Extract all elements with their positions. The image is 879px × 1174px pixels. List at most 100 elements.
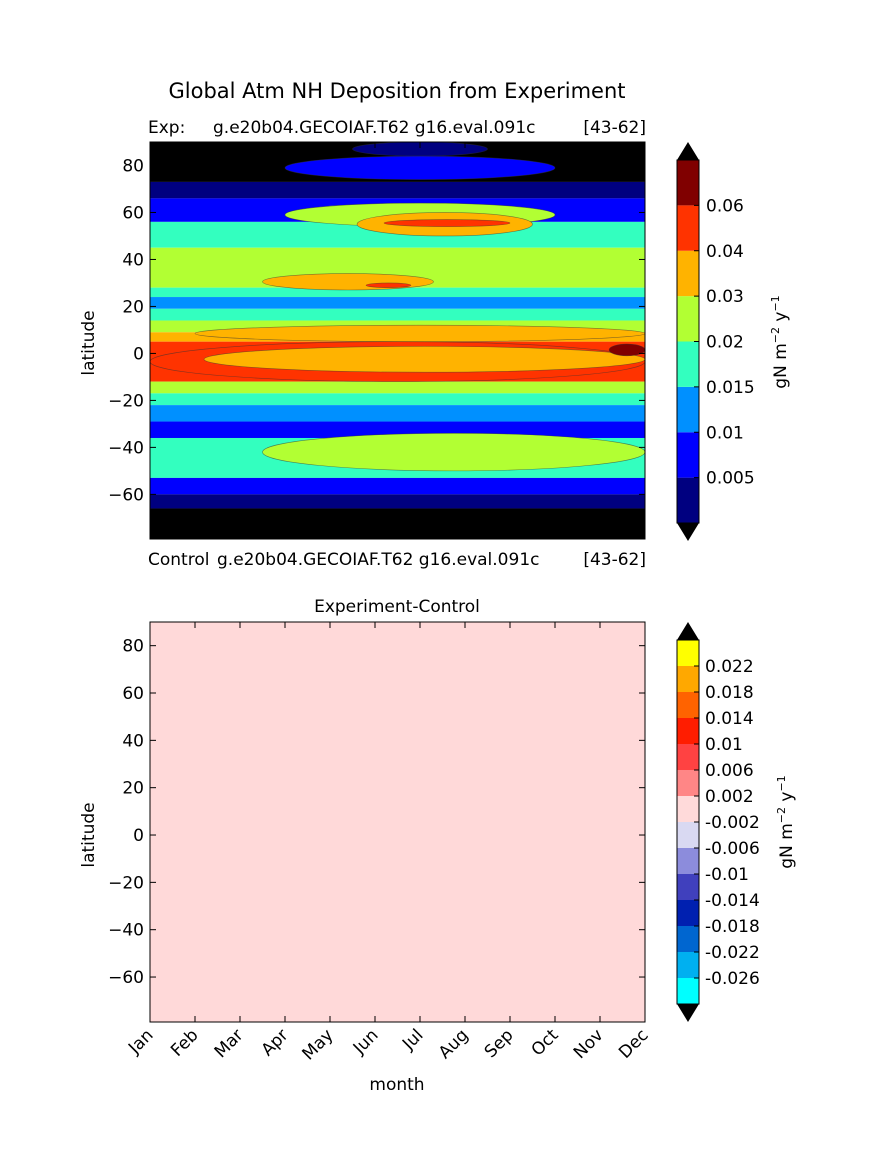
x-tick-label: Sep bbox=[481, 1025, 518, 1062]
colorbar-tick-label: 0.022 bbox=[705, 657, 754, 677]
colorbar-swatch bbox=[677, 874, 699, 900]
colorbar-swatch bbox=[677, 205, 699, 251]
colorbar-swatch bbox=[677, 926, 699, 952]
top-x-axis bbox=[149, 142, 646, 539]
colorbar-tick-label: 0.01 bbox=[706, 423, 744, 443]
x-tick-label: Apr bbox=[258, 1025, 293, 1060]
y-tick-label: 80 bbox=[122, 637, 144, 657]
bottom-colorbar-label: gN m−2 y−1 bbox=[775, 775, 797, 868]
contour-feature bbox=[262, 432, 645, 472]
contour-band bbox=[150, 297, 645, 309]
top-colorbar: 0.005 0.01 0.015 0.02 0.03 0.04 0.06 bbox=[676, 142, 755, 541]
colorbar-swatch bbox=[677, 386, 699, 433]
bottom-y-axis-label: latitude bbox=[79, 802, 99, 867]
bottom-y-axis: 80 60 40 20 0 −20 −40 −60 bbox=[108, 637, 645, 988]
contour-band bbox=[150, 381, 645, 394]
colorbar-tick-label: -0.006 bbox=[705, 839, 760, 859]
contour-band bbox=[150, 181, 645, 199]
colorbar-extend-high bbox=[677, 142, 699, 160]
colorbar-tick-label: 0.04 bbox=[706, 242, 744, 262]
top-y-axis-label: latitude bbox=[79, 310, 99, 375]
colorbar-extend-low bbox=[677, 1004, 699, 1022]
colorbar-tick-label: 0.015 bbox=[706, 378, 755, 398]
colorbar-tick-label: 0.018 bbox=[705, 683, 754, 703]
bottom-colorbar: 0.022 0.018 0.014 0.01 0.006 0.002 -0.002 -0.00… bbox=[676, 622, 760, 1022]
y-tick-label: −20 bbox=[108, 391, 144, 411]
y-tick-label: 0 bbox=[133, 344, 144, 364]
colorbar-extend-low bbox=[677, 523, 699, 541]
contour-band bbox=[150, 477, 645, 495]
colorbar-swatch bbox=[677, 160, 699, 206]
colorbar-swatch bbox=[677, 770, 699, 796]
contour-feature bbox=[262, 273, 434, 291]
y-tick-label: −60 bbox=[108, 485, 144, 505]
contour-feature bbox=[284, 155, 556, 180]
colorbar-swatch bbox=[677, 250, 699, 297]
colorbar-swatch bbox=[677, 718, 699, 744]
contour-band bbox=[150, 494, 645, 509]
contour-band bbox=[150, 421, 645, 438]
colorbar-tick-label: -0.002 bbox=[705, 813, 760, 833]
figure-title: Global Atm NH Deposition from Experiment bbox=[168, 79, 625, 103]
y-tick-label: 60 bbox=[122, 684, 144, 704]
contour-feature bbox=[365, 282, 412, 288]
colorbar-tick-label: 0.01 bbox=[705, 735, 743, 755]
top-contour-field bbox=[150, 142, 645, 539]
colorbar-swatch bbox=[677, 341, 699, 387]
y-tick-label: 20 bbox=[122, 297, 144, 317]
x-tick-label: Jun bbox=[349, 1025, 383, 1059]
colorbar-swatch bbox=[677, 744, 699, 770]
colorbar-swatch bbox=[677, 666, 699, 692]
colorbar-swatch bbox=[677, 848, 699, 874]
colorbar-swatch bbox=[677, 692, 699, 718]
top-contour-plot: 80 60 40 20 0 −20 −40 −60 latitude bbox=[79, 141, 646, 540]
control-years: [43-62] bbox=[583, 550, 646, 570]
x-tick-label: Oct bbox=[528, 1025, 563, 1060]
colorbar-tick-label: 0.006 bbox=[705, 761, 754, 781]
x-tick-label: Jan bbox=[124, 1025, 157, 1058]
colorbar-swatch bbox=[677, 796, 699, 822]
contour-feature bbox=[383, 219, 511, 227]
colorbar-tick-label: 0.02 bbox=[706, 333, 744, 353]
top-colorbar-label: gN m−2 y−1 bbox=[769, 295, 791, 388]
colorbar-swatch bbox=[677, 477, 699, 523]
contour-feature bbox=[194, 324, 645, 342]
colorbar-tick-label: -0.022 bbox=[705, 943, 760, 963]
colorbar-swatch bbox=[677, 640, 699, 666]
colorbar-swatch bbox=[677, 822, 699, 848]
colorbar-tick-label: -0.018 bbox=[705, 917, 760, 937]
contour-band bbox=[150, 508, 645, 539]
colorbar-tick-label: 0.014 bbox=[705, 709, 754, 729]
y-tick-label: 0 bbox=[133, 826, 144, 846]
y-tick-label: −20 bbox=[108, 873, 144, 893]
contour-feature bbox=[608, 343, 645, 357]
bottom-contour-plot: 80 60 40 20 0 −20 −40 −60 Jan Feb Mar Apr May Jun Jul… bbox=[79, 621, 653, 1095]
colorbar-swatch bbox=[677, 978, 699, 1004]
y-tick-label: 80 bbox=[122, 156, 144, 176]
colorbar-swatch bbox=[677, 432, 699, 478]
contour-band bbox=[150, 393, 645, 406]
bottom-x-axis-label: month bbox=[369, 1075, 424, 1095]
control-case-name: g.e20b04.GECOIAF.T62 g16.eval.091c bbox=[217, 550, 539, 570]
bottom-plot-title: Experiment-Control bbox=[314, 597, 480, 617]
colorbar-tick-label: 0.002 bbox=[705, 787, 754, 807]
contour-band bbox=[150, 308, 645, 321]
x-tick-label: Mar bbox=[211, 1025, 248, 1062]
top-y-axis: 80 60 40 20 0 −20 −40 −60 bbox=[108, 156, 645, 505]
colorbar-extend-high bbox=[677, 622, 699, 640]
contour-band bbox=[150, 405, 645, 422]
bottom-contour-field bbox=[150, 622, 645, 1022]
exp-years: [43-62] bbox=[583, 118, 646, 138]
x-tick-label: Aug bbox=[435, 1025, 473, 1063]
top-plot-frame bbox=[149, 141, 646, 540]
colorbar-swatch bbox=[677, 296, 699, 342]
bottom-plot-frame bbox=[149, 621, 646, 1023]
x-tick-label: Nov bbox=[570, 1025, 608, 1063]
colorbar-tick-label: -0.014 bbox=[705, 891, 760, 911]
colorbar-tick-label: -0.01 bbox=[705, 865, 749, 885]
contour-band bbox=[150, 287, 645, 298]
colorbar-tick-label: 0.005 bbox=[706, 469, 755, 489]
y-tick-label: 40 bbox=[122, 731, 144, 751]
y-tick-label: 20 bbox=[122, 779, 144, 799]
exp-label: Exp: bbox=[148, 118, 185, 138]
